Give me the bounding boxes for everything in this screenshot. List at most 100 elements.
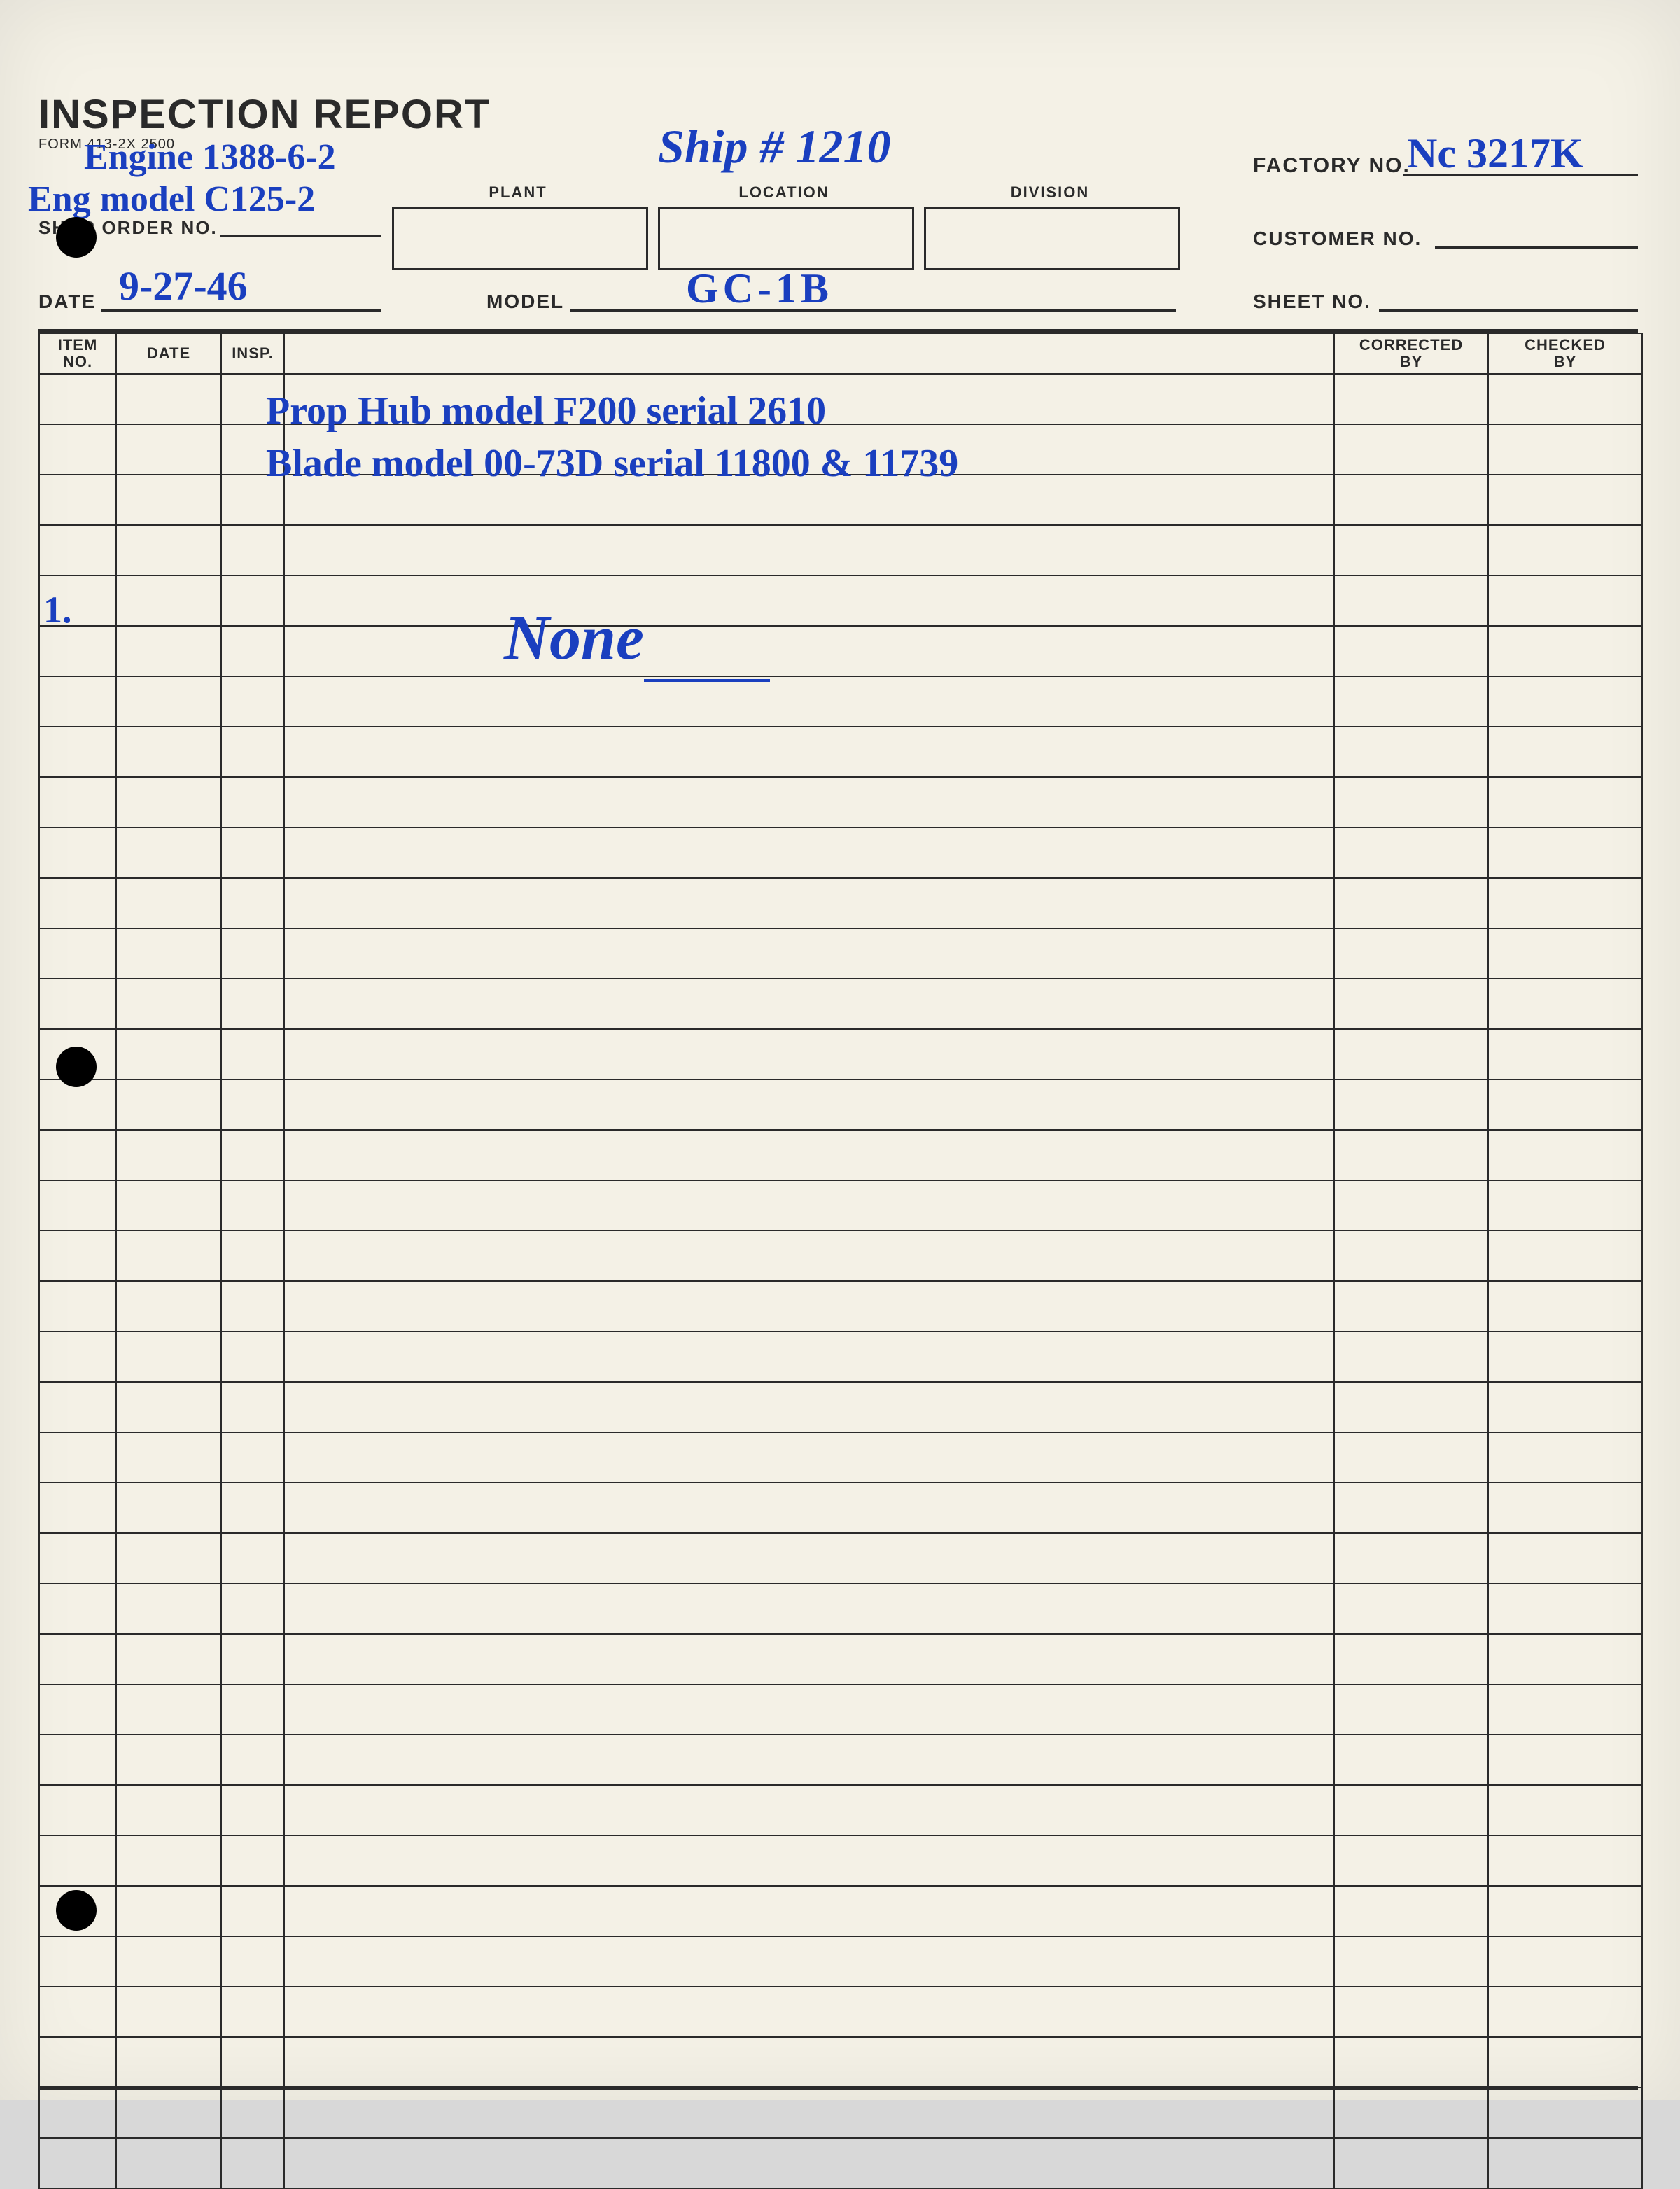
table-cell — [221, 1835, 284, 1886]
table-cell — [39, 1231, 116, 1281]
table-cell — [116, 1684, 221, 1735]
label-plant: PLANT — [392, 183, 644, 202]
table-row — [39, 1331, 1642, 1382]
table-cell — [284, 1382, 1334, 1432]
table-row — [39, 878, 1642, 928]
table-cell — [1488, 1684, 1642, 1735]
table-cell — [1334, 626, 1488, 676]
label-customer-no: CUSTOMER NO. — [1253, 228, 1422, 250]
table-cell — [1488, 1735, 1642, 1785]
table-cell — [1334, 1130, 1488, 1180]
table-cell — [116, 2087, 221, 2138]
table-cell — [39, 727, 116, 777]
table-row — [39, 575, 1642, 626]
table-cell — [284, 525, 1334, 575]
table-cell — [1488, 1583, 1642, 1634]
table-cell — [39, 1130, 116, 1180]
table-cell — [39, 827, 116, 878]
col-corrected-by: CORRECTEDBY — [1334, 333, 1488, 374]
label-sheet-no: SHEET NO. — [1253, 291, 1371, 313]
table-cell — [1334, 1331, 1488, 1382]
table-cell — [1334, 827, 1488, 878]
table-cell — [221, 777, 284, 827]
table-cell — [221, 1886, 284, 1936]
table-cell — [1334, 2087, 1488, 2138]
table-cell — [116, 1382, 221, 1432]
table-cell — [284, 1180, 1334, 1231]
table-cell — [116, 626, 221, 676]
table-cell — [1334, 1382, 1488, 1432]
table-cell — [116, 2037, 221, 2087]
table-row — [39, 1936, 1642, 1987]
table-cell — [39, 1684, 116, 1735]
punch-hole-top — [56, 217, 97, 258]
ledger-table: ITEMNO. DATE INSP. CORRECTEDBY CHECKEDBY — [38, 333, 1643, 2189]
table-cell — [221, 1936, 284, 1987]
table-cell — [284, 979, 1334, 1029]
hw-none: None — [504, 602, 644, 674]
table-cell — [1334, 1180, 1488, 1231]
table-cell — [1488, 626, 1642, 676]
table-cell — [1488, 1432, 1642, 1483]
table-cell — [116, 1785, 221, 1835]
rule-bottom — [38, 2086, 1638, 2090]
table-cell — [1488, 979, 1642, 1029]
ledger-header-row: ITEMNO. DATE INSP. CORRECTEDBY CHECKEDBY — [39, 333, 1642, 374]
table-cell — [1488, 1533, 1642, 1583]
table-cell — [284, 2138, 1334, 2188]
table-row — [39, 1835, 1642, 1886]
col-insp: INSP. — [221, 333, 284, 374]
table-cell — [1334, 525, 1488, 575]
table-cell — [1334, 1583, 1488, 1634]
table-row — [39, 979, 1642, 1029]
table-cell — [116, 727, 221, 777]
table-cell — [39, 1432, 116, 1483]
table-cell — [1488, 1785, 1642, 1835]
table-cell — [116, 1735, 221, 1785]
table-cell — [1488, 1180, 1642, 1231]
table-cell — [284, 1684, 1334, 1735]
hw-ship: Ship # 1210 — [658, 119, 891, 174]
table-cell — [1334, 1483, 1488, 1533]
hw-engine: Engine 1388-6-2 — [84, 137, 336, 178]
table-cell — [1334, 1029, 1488, 1079]
table-cell — [1488, 1331, 1642, 1382]
table-cell — [39, 2037, 116, 2087]
table-cell — [1488, 928, 1642, 979]
table-cell — [1488, 1483, 1642, 1533]
table-cell — [1334, 1886, 1488, 1936]
table-cell — [116, 1987, 221, 2037]
table-cell — [221, 2087, 284, 2138]
table-row — [39, 928, 1642, 979]
punch-hole-middle — [56, 1047, 97, 1087]
table-cell — [221, 727, 284, 777]
table-cell — [221, 525, 284, 575]
label-division: DIVISION — [924, 183, 1176, 202]
label-date: DATE — [38, 291, 96, 313]
table-cell — [1334, 1281, 1488, 1331]
table-cell — [116, 1483, 221, 1533]
table-cell — [284, 1231, 1334, 1281]
table-cell — [1488, 2087, 1642, 2138]
table-cell — [39, 1835, 116, 1886]
table-cell — [221, 827, 284, 878]
table-row — [39, 525, 1642, 575]
table-cell — [284, 1331, 1334, 1382]
table-row — [39, 1634, 1642, 1684]
table-cell — [1488, 1130, 1642, 1180]
table-cell — [1334, 676, 1488, 727]
table-cell — [284, 827, 1334, 878]
table-row — [39, 1029, 1642, 1079]
table-cell — [1334, 1936, 1488, 1987]
box-division — [924, 207, 1180, 270]
box-location — [658, 207, 914, 270]
table-cell — [284, 1886, 1334, 1936]
box-plant — [392, 207, 648, 270]
table-cell — [39, 1281, 116, 1331]
table-cell — [116, 475, 221, 525]
table-cell — [221, 1735, 284, 1785]
table-cell — [39, 374, 116, 424]
underline-sheet-no — [1379, 309, 1638, 312]
page-title: INSPECTION REPORT — [38, 91, 491, 138]
table-cell — [116, 374, 221, 424]
